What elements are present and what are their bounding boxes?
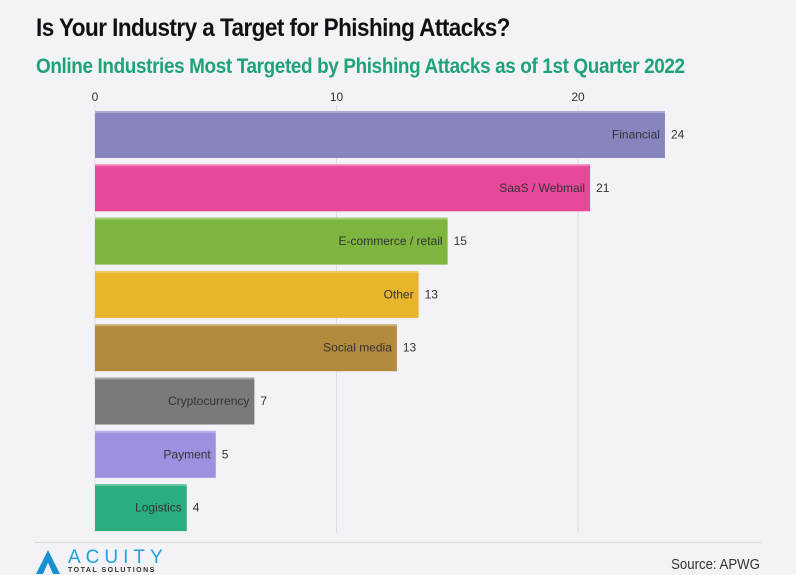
- category-label: Other: [384, 287, 414, 301]
- data-label: 21: [596, 181, 610, 195]
- category-label: Logistics: [135, 501, 182, 515]
- bar: [95, 377, 255, 425]
- category-label: E-commerce / retail: [339, 234, 443, 248]
- bar-top-edge: [95, 111, 665, 113]
- bar: [95, 217, 448, 265]
- acuity-logo: ACUITY TOTAL SOLUTIONS: [34, 548, 168, 575]
- bar-top-edge: [95, 430, 216, 433]
- data-label: 13: [403, 341, 417, 355]
- bar: [95, 430, 216, 478]
- bar-top-edge: [95, 324, 397, 327]
- bar: [95, 484, 187, 532]
- category-label: SaaS / Webmail: [499, 181, 585, 195]
- category-label: Cryptocurrency: [168, 394, 249, 408]
- logo-sub: TOTAL SOLUTIONS: [68, 567, 156, 574]
- data-label: 7: [260, 394, 267, 408]
- chart-title: Is Your Industry a Target for Phishing A…: [36, 14, 510, 42]
- x-tick-label: 10: [330, 90, 344, 104]
- x-tick-label: 0: [92, 90, 99, 104]
- bar-chart: 0 10 20 Financial 24 SaaS / Webmail 21 E-commer…: [92, 90, 685, 533]
- x-tick-label: 20: [571, 90, 585, 104]
- data-label: 24: [671, 128, 685, 142]
- data-label: 5: [222, 447, 229, 461]
- data-label: 15: [454, 234, 468, 248]
- chart-subtitle: Online Industries Most Targeted by Phish…: [36, 55, 685, 78]
- bar: [95, 270, 419, 318]
- logo-word: ACUITY: [68, 547, 168, 568]
- bar: [95, 164, 591, 212]
- data-label: 4: [193, 501, 200, 515]
- acuity-logo-icon: [36, 550, 60, 574]
- bar-top-edge: [95, 484, 187, 487]
- category-label: Payment: [163, 447, 211, 461]
- bar-top-edge: [95, 270, 419, 273]
- bar-top-edge: [95, 164, 591, 167]
- source-note: Source: APWG: [671, 556, 760, 573]
- footer-divider: [35, 542, 761, 543]
- bar-top-edge: [95, 377, 255, 380]
- bar: [95, 111, 665, 158]
- category-label: Financial: [612, 128, 660, 142]
- data-label: 13: [425, 287, 439, 301]
- bar-top-edge: [95, 217, 448, 220]
- category-label: Social media: [323, 341, 392, 355]
- bar: [95, 324, 397, 372]
